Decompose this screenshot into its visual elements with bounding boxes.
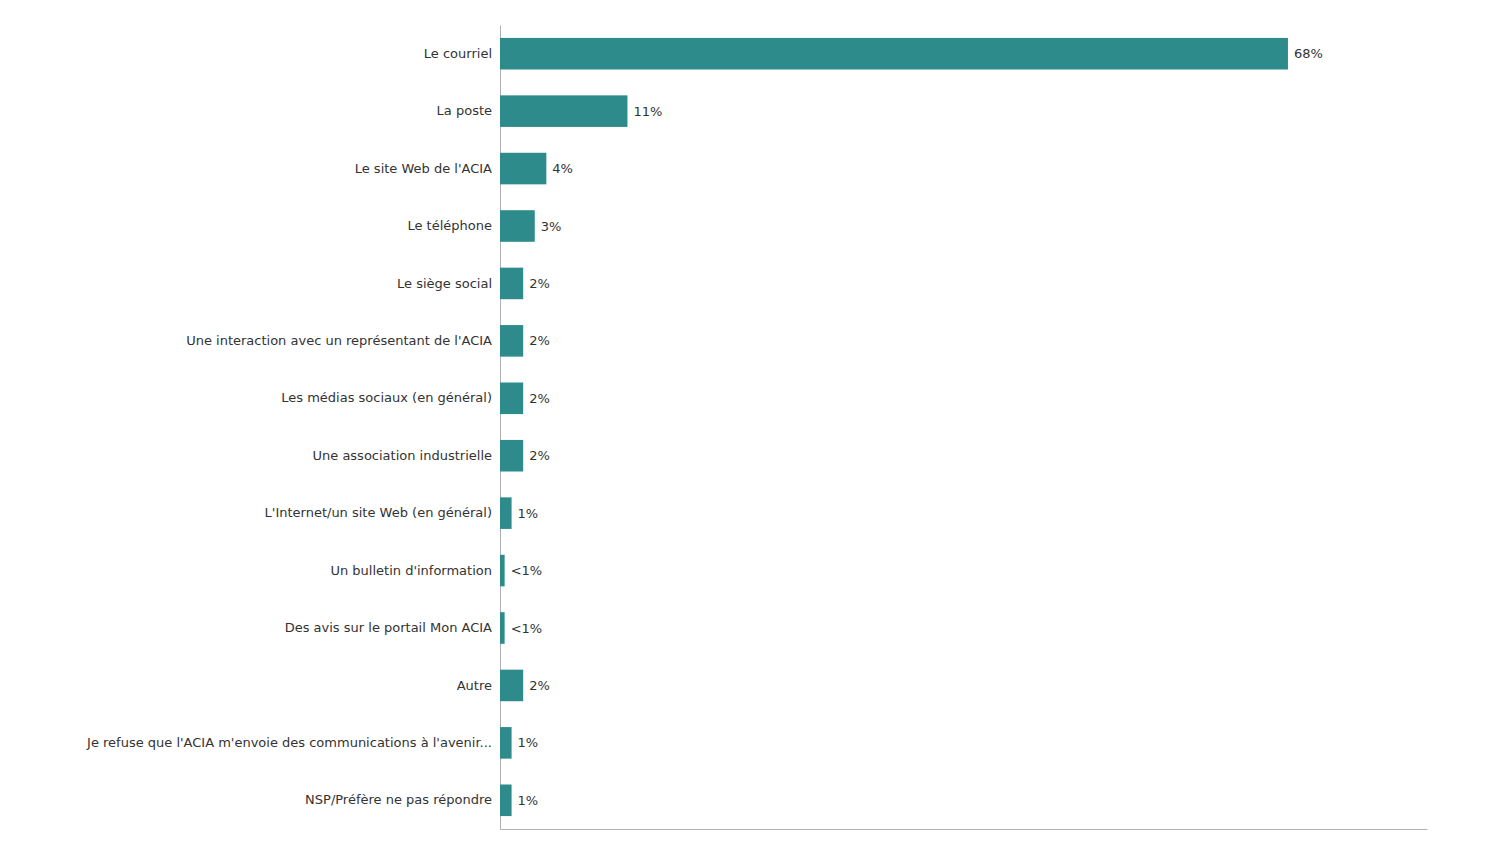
data-label: 2% [529, 391, 550, 406]
y-tick-label: Les médias sociaux (en général) [281, 390, 492, 405]
y-tick-label: Autre [457, 678, 492, 693]
data-label: 2% [529, 276, 550, 291]
bar [500, 670, 523, 702]
y-tick-label: Le siège social [397, 276, 492, 291]
y-tick: Autre [457, 678, 500, 693]
data-label: 2% [529, 678, 550, 693]
bar [500, 95, 627, 127]
y-tick: Le site Web de l'ACIA [355, 161, 500, 176]
y-tick: Le siège social [397, 276, 500, 291]
data-label: 1% [518, 735, 539, 750]
bar [500, 727, 512, 759]
y-tick: La poste [437, 103, 500, 118]
data-label: <1% [511, 621, 543, 636]
bar [500, 382, 523, 414]
bar [500, 555, 505, 587]
y-tick-label: NSP/Préfère ne pas répondre [305, 792, 492, 807]
y-tick: L'Internet/un site Web (en général) [265, 505, 500, 520]
y-tick: Le courriel [424, 46, 500, 61]
y-tick: Un bulletin d'information [330, 563, 500, 578]
bars [500, 38, 1288, 816]
bar [500, 440, 523, 472]
y-tick-label: Je refuse que l'ACIA m'envoie des commun… [86, 735, 492, 750]
y-tick-label: La poste [437, 103, 492, 118]
y-tick: Une association industrielle [313, 448, 501, 463]
y-tick-label: Des avis sur le portail Mon ACIA [285, 620, 492, 635]
bar [500, 210, 535, 242]
y-tick: Les médias sociaux (en général) [281, 390, 500, 405]
data-label: 11% [633, 104, 662, 119]
data-labels: 1% 1% 2% <1% <1% 1% 2% 2% 2% 2% 3% 4% 11% 68% [511, 46, 1323, 808]
data-label: 4% [552, 161, 573, 176]
y-tick-label: Une interaction avec un représentant de … [186, 333, 492, 348]
data-label: 1% [518, 506, 539, 521]
data-label: 2% [529, 333, 550, 348]
y-tick-label: Le courriel [424, 46, 492, 61]
y-tick: Je refuse que l'ACIA m'envoie des commun… [86, 735, 500, 750]
data-label: 1% [518, 793, 539, 808]
bar [500, 268, 523, 300]
y-axis-line [500, 26, 501, 830]
bar [500, 325, 523, 357]
y-tick: Des avis sur le portail Mon ACIA [285, 620, 500, 635]
y-tick-label: L'Internet/un site Web (en général) [265, 505, 492, 520]
bar [500, 784, 512, 816]
x-axis-line [501, 829, 1428, 830]
y-tick-label: Le téléphone [407, 218, 492, 233]
bar [500, 497, 512, 529]
bar [500, 153, 546, 185]
plot-area: NSP/Préfère ne pas répondre Je refuse que… [86, 26, 1427, 830]
y-tick: Le téléphone [407, 218, 500, 233]
y-tick-label: Un bulletin d'information [330, 563, 492, 578]
data-label: <1% [511, 563, 543, 578]
y-tick-label: Une association industrielle [313, 448, 493, 463]
bar [500, 612, 505, 644]
data-label: 2% [529, 448, 550, 463]
y-tick: NSP/Préfère ne pas répondre [305, 792, 500, 807]
x-axis [501, 829, 1428, 830]
chart: NSP/Préfère ne pas répondre Je refuse que… [0, 0, 1487, 859]
y-axis: NSP/Préfère ne pas répondre Je refuse que… [86, 26, 500, 830]
data-label: 68% [1294, 46, 1323, 61]
y-tick-label: Le site Web de l'ACIA [355, 161, 492, 176]
bar [500, 38, 1288, 70]
data-label: 3% [541, 219, 562, 234]
y-tick: Une interaction avec un représentant de … [186, 333, 500, 348]
